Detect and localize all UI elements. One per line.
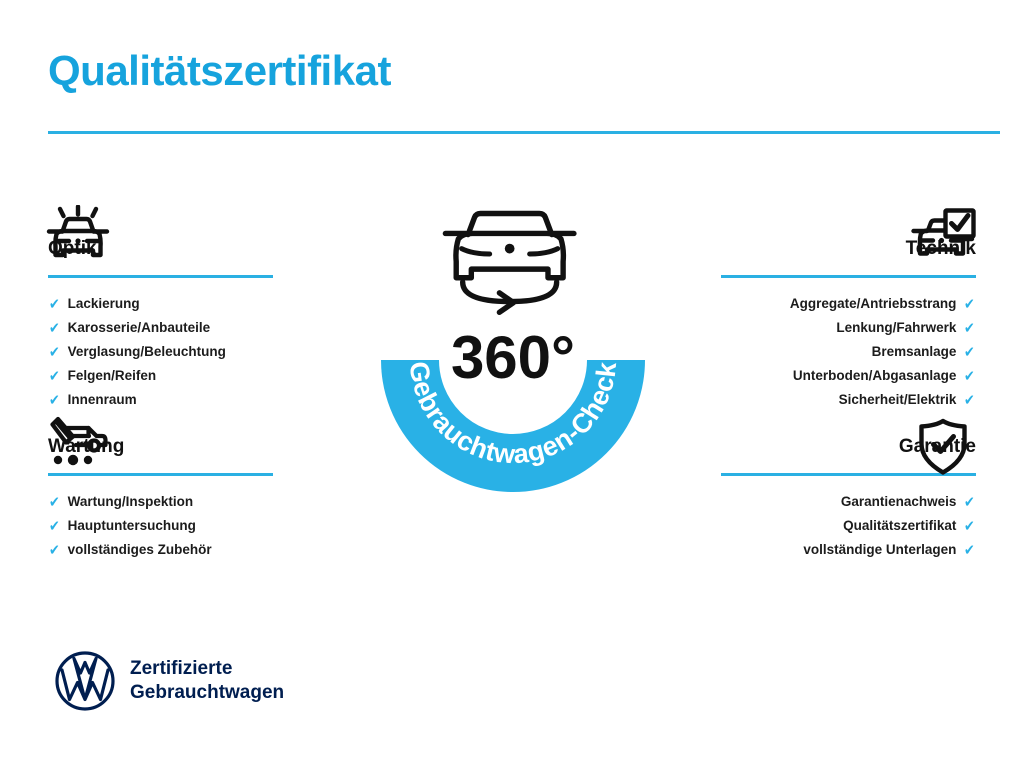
section-optik: Optik ✔ Lackierung ✔ Karosserie/Anbauteile… xyxy=(48,236,273,412)
check-icon: ✔ xyxy=(964,493,976,511)
list-item: ✔ Karosserie/Anbauteile xyxy=(48,316,273,340)
list-item: Bremsanlage ✔ xyxy=(721,340,976,364)
list-item: Garantienachweis ✔ xyxy=(721,490,976,514)
pencil-car-dots-icon xyxy=(44,414,112,474)
list-item-label: Verglasung/Beleuchtung xyxy=(67,344,226,359)
check-icon: ✔ xyxy=(48,493,60,511)
car-rotation-icon xyxy=(442,210,577,316)
section-technik-divider xyxy=(721,275,976,278)
badge-center-label: 360° xyxy=(451,324,575,391)
list-item-label: Qualitätszertifikat xyxy=(843,518,957,533)
vw-lockup-line1: Zertifizierte xyxy=(130,658,233,679)
list-item: ✔ Innenraum xyxy=(48,388,273,412)
section-garantie-divider xyxy=(721,473,976,476)
check-icon: ✔ xyxy=(48,295,60,313)
list-item: Aggregate/Antriebsstrang ✔ xyxy=(721,292,976,316)
check-icon: ✔ xyxy=(964,343,976,361)
section-technik-list: Aggregate/Antriebsstrang ✔ Lenkung/Fahrwe… xyxy=(721,292,976,412)
list-item: Unterboden/Abgasanlage ✔ xyxy=(721,364,976,388)
check-icon: ✔ xyxy=(48,367,60,385)
list-item-label: Felgen/Reifen xyxy=(67,368,157,383)
check-icon: ✔ xyxy=(48,319,60,337)
check-icon: ✔ xyxy=(964,319,976,337)
list-item-label: Wartung/Inspektion xyxy=(67,494,194,509)
section-garantie: Garantie Garantienachweis ✔ Qualitätszert… xyxy=(721,434,976,562)
list-item-label: Karosserie/Anbauteile xyxy=(67,320,211,335)
list-item: Lenkung/Fahrwerk ✔ xyxy=(721,316,976,340)
list-item: Qualitätszertifikat ✔ xyxy=(721,514,976,538)
list-item: vollständige Unterlagen ✔ xyxy=(721,538,976,562)
title-divider xyxy=(48,131,1000,134)
section-optik-divider xyxy=(48,275,273,278)
list-item-label: Garantienachweis xyxy=(840,494,957,509)
list-item-label: Lackierung xyxy=(67,296,140,311)
car-shine-icon xyxy=(44,205,112,265)
check-icon: ✔ xyxy=(964,517,976,535)
section-wartung-divider xyxy=(48,473,273,476)
list-item-label: Innenraum xyxy=(67,392,137,407)
check-icon: ✔ xyxy=(964,391,976,409)
vw-lockup-line2: Gebrauchtwagen xyxy=(130,682,285,703)
list-item: ✔ Verglasung/Beleuchtung xyxy=(48,340,273,364)
volkswagen-logo xyxy=(54,650,116,712)
badge-ring xyxy=(381,359,645,492)
list-item-label: Unterboden/Abgasanlage xyxy=(792,368,957,383)
section-wartung-list: ✔ Wartung/Inspektion ✔ Hauptuntersuchung ✔… xyxy=(48,490,273,562)
list-item: ✔ Lackierung xyxy=(48,292,273,316)
car-checkbox-icon xyxy=(908,208,976,268)
check-icon: ✔ xyxy=(48,343,60,361)
section-garantie-list: Garantienachweis ✔ Qualitätszertifikat ✔ v… xyxy=(721,490,976,562)
check-icon: ✔ xyxy=(964,367,976,385)
list-item-label: Lenkung/Fahrwerk xyxy=(836,320,957,335)
check-icon: ✔ xyxy=(964,541,976,559)
list-item: ✔ Hauptuntersuchung xyxy=(48,514,273,538)
check-icon: ✔ xyxy=(48,517,60,535)
list-item-label: vollständiges Zubehör xyxy=(67,542,212,557)
list-item: ✔ Wartung/Inspektion xyxy=(48,490,273,514)
vw-lockup-text: Zertifizierte Gebrauchtwagen xyxy=(130,657,284,705)
list-item: ✔ vollständiges Zubehör xyxy=(48,538,273,562)
list-item-label: vollständige Unterlagen xyxy=(803,542,957,557)
list-item-label: Aggregate/Antriebsstrang xyxy=(789,296,957,311)
shield-check-icon xyxy=(912,416,974,478)
page-title: Qualitätszertifikat xyxy=(48,47,391,94)
list-item-label: Sicherheit/Elektrik xyxy=(838,392,957,407)
list-item-label: Bremsanlage xyxy=(871,344,957,359)
badge-360-gebrauchtwagen-check: Gebrauchtwagen-Check 360° xyxy=(368,192,658,492)
check-icon: ✔ xyxy=(48,541,60,559)
list-item: Sicherheit/Elektrik ✔ xyxy=(721,388,976,412)
list-item: ✔ Felgen/Reifen xyxy=(48,364,273,388)
vw-certified-used-cars-lockup: Zertifizierte Gebrauchtwagen xyxy=(54,650,284,712)
check-icon: ✔ xyxy=(48,391,60,409)
section-optik-list: ✔ Lackierung ✔ Karosserie/Anbauteile ✔ Verg… xyxy=(48,292,273,412)
check-icon: ✔ xyxy=(964,295,976,313)
list-item-label: Hauptuntersuchung xyxy=(67,518,196,533)
